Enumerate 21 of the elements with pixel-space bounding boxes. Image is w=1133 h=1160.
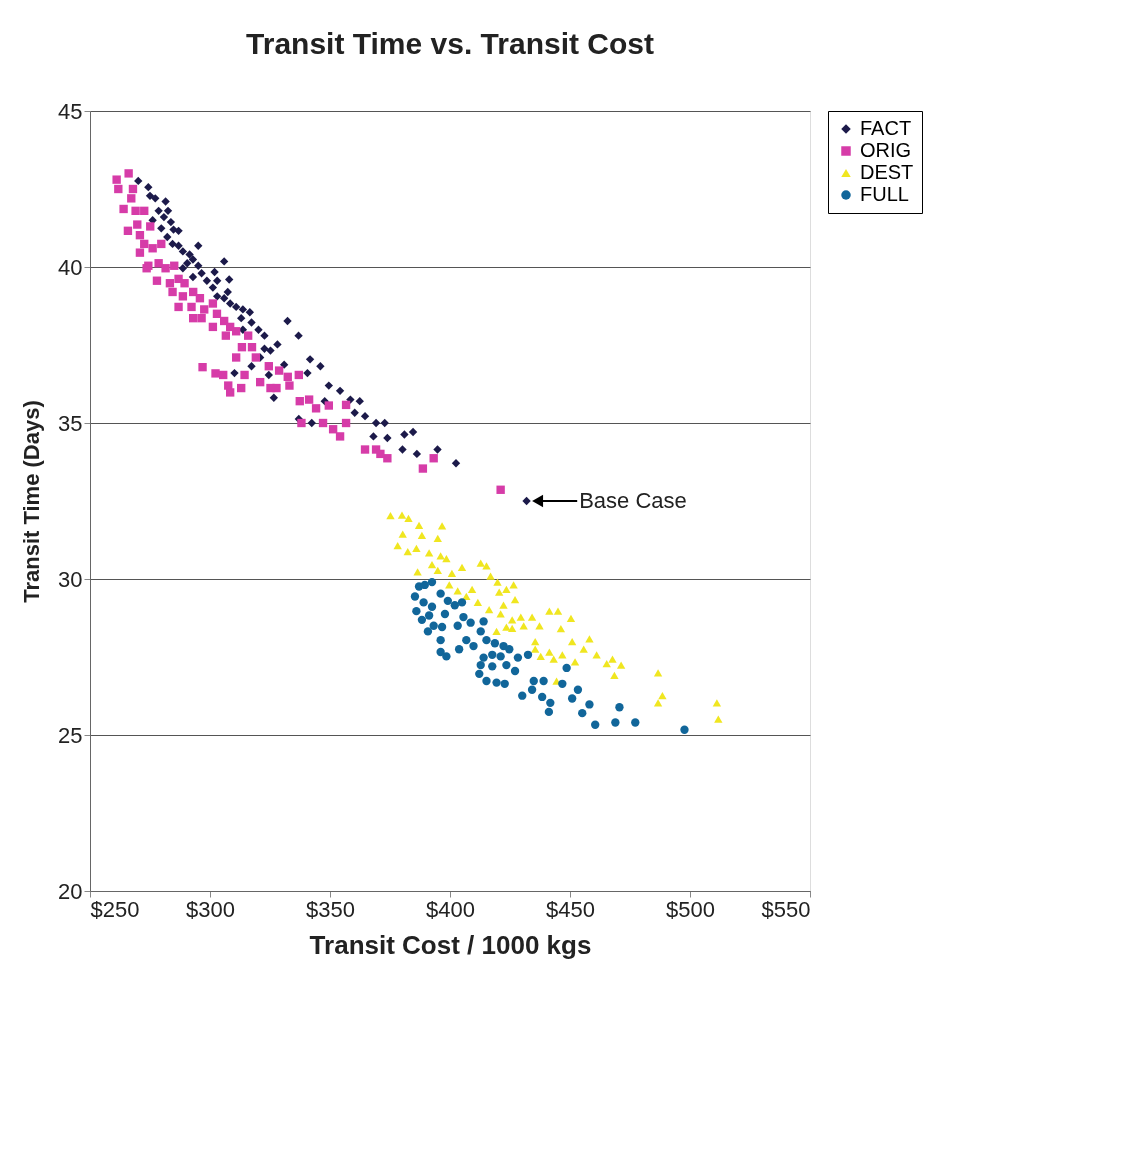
y-tick-label: 30	[58, 566, 83, 592]
y-tick-label: 45	[58, 98, 83, 124]
x-tick-label: $450	[546, 896, 595, 922]
y-tick-label: 25	[58, 722, 83, 748]
annotation: Base Case	[579, 488, 687, 513]
x-tick-label: $300	[186, 896, 235, 922]
chart-title: Transit Time vs. Transit Cost	[246, 27, 654, 60]
legend-label: FACT	[860, 117, 912, 139]
x-tick-label: $400	[426, 896, 475, 922]
legend-label: FULL	[860, 183, 909, 205]
y-tick-label: 40	[58, 254, 83, 280]
y-tick-label: 35	[58, 410, 83, 436]
x-tick-label: $500	[666, 896, 715, 922]
x-tick-label: $550	[761, 896, 811, 922]
legend-label: ORIG	[860, 139, 912, 161]
x-tick-label: $250	[90, 896, 140, 922]
y-axis-title: Transit Time (Days)	[19, 400, 45, 603]
x-axis-title: Transit Cost / 1000 kgs	[309, 929, 592, 960]
legend-label: DEST	[860, 161, 914, 183]
x-tick-label: $350	[306, 896, 355, 922]
y-tick-label: 20	[58, 878, 83, 904]
